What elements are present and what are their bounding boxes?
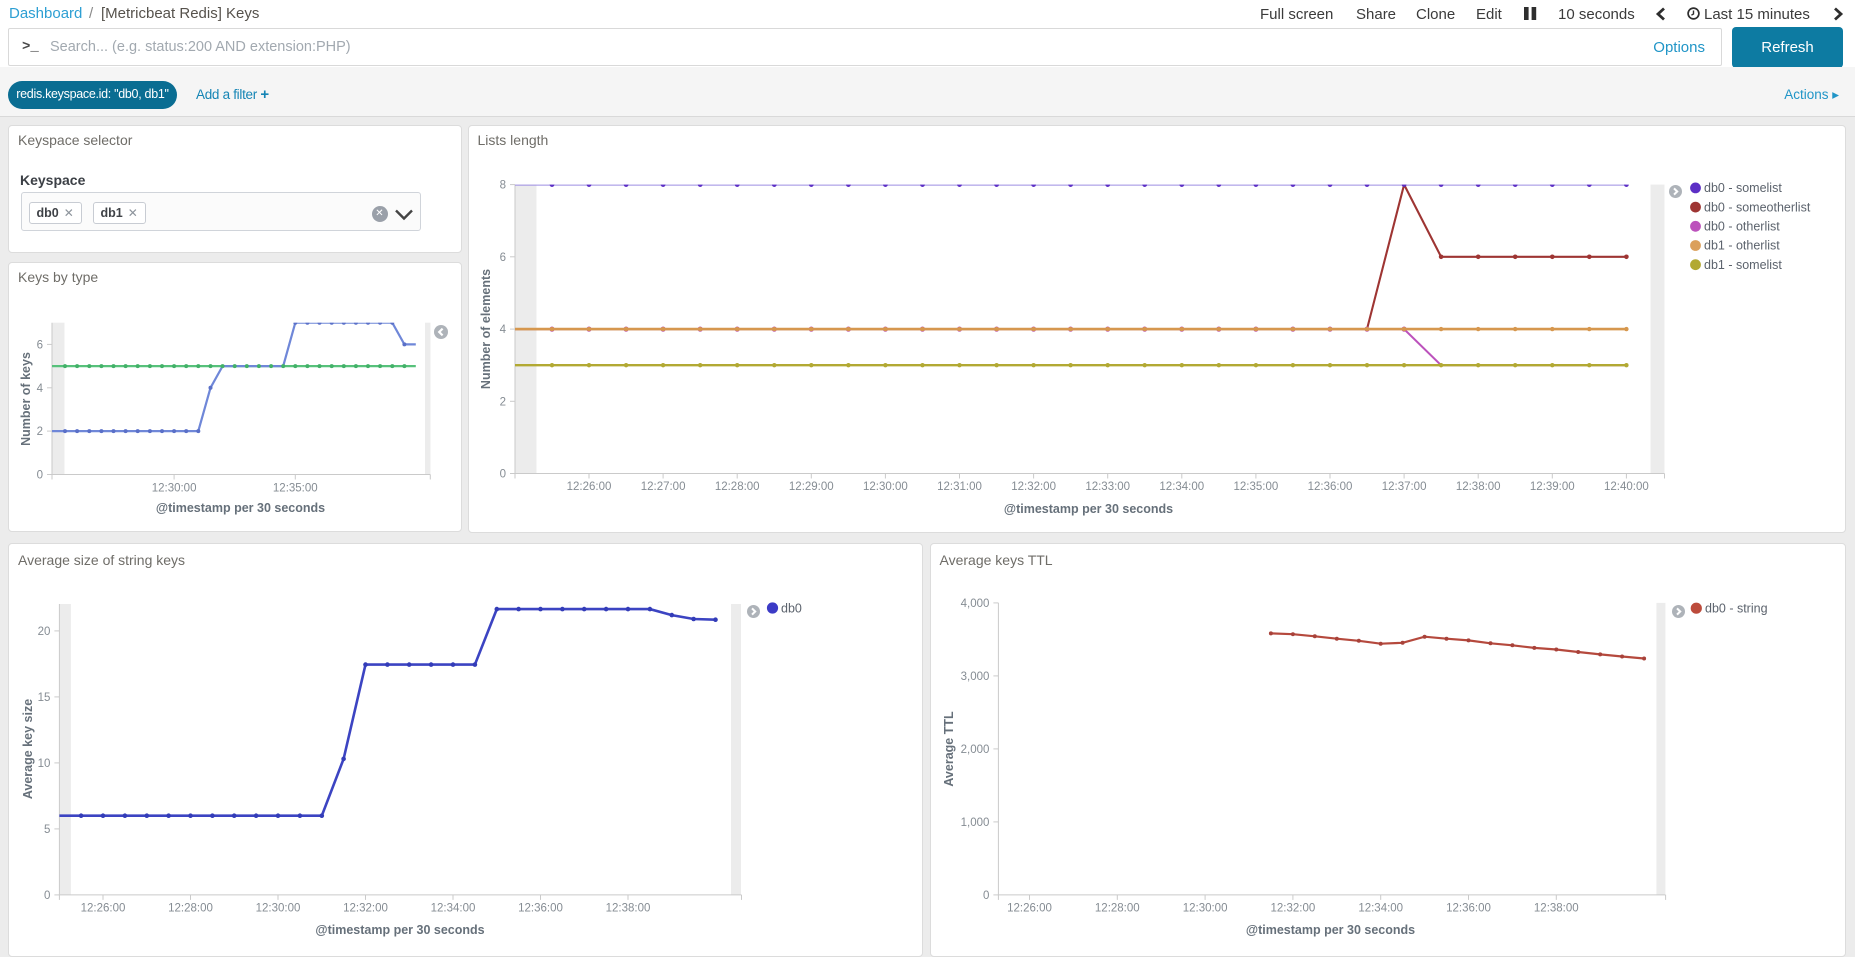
svg-text:8: 8 bbox=[499, 180, 505, 192]
svg-text:5: 5 bbox=[44, 823, 50, 835]
svg-text:12:26:00: 12:26:00 bbox=[566, 481, 611, 493]
svg-text:0: 0 bbox=[44, 889, 50, 901]
svg-text:12:32:00: 12:32:00 bbox=[1270, 902, 1315, 914]
svg-text:12:33:00: 12:33:00 bbox=[1085, 481, 1130, 493]
svg-text:12:40:00: 12:40:00 bbox=[1604, 481, 1649, 493]
svg-text:6: 6 bbox=[37, 339, 43, 351]
svg-text:12:34:00: 12:34:00 bbox=[1159, 481, 1204, 493]
svg-text:db0 - otherlist: db0 - otherlist bbox=[1704, 220, 1780, 234]
svg-text:db1 - somelist: db1 - somelist bbox=[1704, 258, 1782, 272]
svg-text:20: 20 bbox=[38, 625, 51, 637]
svg-text:db0: db0 bbox=[781, 601, 802, 615]
svg-text:0: 0 bbox=[982, 889, 988, 901]
svg-text:12:30:00: 12:30:00 bbox=[863, 481, 908, 493]
svg-text:12:38:00: 12:38:00 bbox=[606, 902, 651, 914]
svg-text:12:35:00: 12:35:00 bbox=[1233, 481, 1278, 493]
svg-text:12:32:00: 12:32:00 bbox=[343, 902, 388, 914]
svg-text:3,000: 3,000 bbox=[960, 670, 989, 682]
svg-text:12:39:00: 12:39:00 bbox=[1529, 481, 1574, 493]
svg-text:12:36:00: 12:36:00 bbox=[1307, 481, 1352, 493]
svg-text:4,000: 4,000 bbox=[960, 597, 989, 609]
svg-text:4: 4 bbox=[499, 324, 506, 336]
svg-text:12:38:00: 12:38:00 bbox=[1533, 902, 1578, 914]
svg-text:12:37:00: 12:37:00 bbox=[1381, 481, 1426, 493]
svg-text:12:31:00: 12:31:00 bbox=[937, 481, 982, 493]
svg-text:db0 - somelist: db0 - somelist bbox=[1704, 181, 1782, 195]
svg-text:0: 0 bbox=[37, 470, 43, 482]
svg-text:12:26:00: 12:26:00 bbox=[1007, 902, 1052, 914]
svg-text:12:36:00: 12:36:00 bbox=[1446, 902, 1491, 914]
svg-text:12:27:00: 12:27:00 bbox=[640, 481, 685, 493]
svg-text:12:32:00: 12:32:00 bbox=[1011, 481, 1056, 493]
svg-text:12:34:00: 12:34:00 bbox=[1358, 902, 1403, 914]
svg-text:10: 10 bbox=[38, 757, 51, 769]
svg-text:db0 - string: db0 - string bbox=[1705, 601, 1768, 615]
svg-text:4: 4 bbox=[37, 383, 44, 395]
svg-text:2: 2 bbox=[37, 426, 43, 438]
svg-text:6: 6 bbox=[499, 252, 505, 264]
svg-text:db1 - otherlist: db1 - otherlist bbox=[1704, 239, 1780, 253]
svg-text:12:30:00: 12:30:00 bbox=[1182, 902, 1227, 914]
svg-text:12:34:00: 12:34:00 bbox=[431, 902, 476, 914]
svg-text:12:26:00: 12:26:00 bbox=[81, 902, 126, 914]
svg-text:12:28:00: 12:28:00 bbox=[714, 481, 759, 493]
svg-text:12:36:00: 12:36:00 bbox=[518, 902, 563, 914]
svg-text:12:29:00: 12:29:00 bbox=[788, 481, 833, 493]
svg-text:1,000: 1,000 bbox=[960, 816, 989, 828]
svg-text:2: 2 bbox=[499, 396, 505, 408]
svg-text:12:30:00: 12:30:00 bbox=[256, 902, 301, 914]
svg-text:12:30:00: 12:30:00 bbox=[152, 483, 197, 495]
svg-text:12:28:00: 12:28:00 bbox=[168, 902, 213, 914]
svg-text:15: 15 bbox=[38, 691, 51, 703]
svg-text:0: 0 bbox=[499, 469, 505, 481]
svg-text:2,000: 2,000 bbox=[960, 743, 989, 755]
svg-text:12:35:00: 12:35:00 bbox=[273, 483, 318, 495]
svg-text:12:38:00: 12:38:00 bbox=[1455, 481, 1500, 493]
svg-text:db0 - someotherlist: db0 - someotherlist bbox=[1704, 200, 1811, 214]
svg-text:12:28:00: 12:28:00 bbox=[1094, 902, 1139, 914]
